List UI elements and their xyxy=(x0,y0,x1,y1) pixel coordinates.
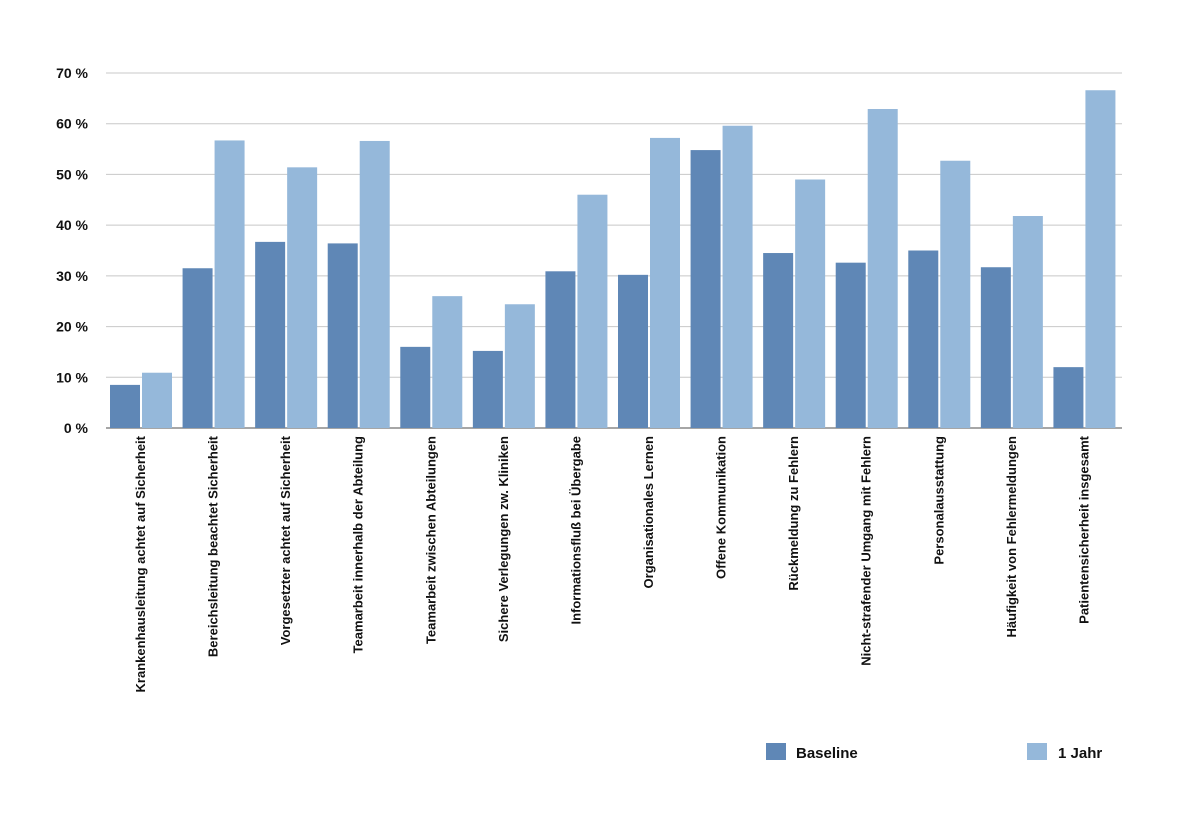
legend: Baseline 1 Jahr xyxy=(766,743,1102,762)
bar-1-jahr xyxy=(142,372,172,428)
x-tick-label: Bereichsleitung beachtet Sicherheit xyxy=(206,435,221,657)
legend-label-1-jahr: 1 Jahr xyxy=(1058,745,1102,762)
y-tick-label: 50 % xyxy=(56,166,88,182)
bar-baseline xyxy=(1053,367,1084,428)
x-tick-label: Häufigkeit von Fehlermeldungen xyxy=(1004,436,1019,638)
bar-baseline xyxy=(763,253,794,428)
x-axis-ticks: Krankenhausleitung achtet auf Sicherheit… xyxy=(133,435,1091,692)
bar-baseline xyxy=(545,271,576,428)
bar-1-jahr xyxy=(1085,90,1116,428)
x-tick-label: Sichere Verlegungen zw. Kliniken xyxy=(496,436,511,642)
x-tick-label: Teamarbeit innerhalb der Abteilung xyxy=(351,436,366,653)
bar-baseline xyxy=(690,150,721,429)
bar-baseline xyxy=(255,241,286,428)
bar-1-jahr xyxy=(577,194,608,428)
bar-1-jahr xyxy=(795,179,826,428)
x-tick-label: Offene Kommunikation xyxy=(714,436,729,579)
bar-baseline xyxy=(327,243,358,428)
bar-baseline xyxy=(110,384,140,428)
bar-baseline xyxy=(472,350,503,428)
bar-1-jahr xyxy=(940,160,971,428)
x-tick-label: Rückmeldung zu Fehlern xyxy=(786,436,801,591)
legend-swatch-baseline xyxy=(766,743,786,760)
y-tick-label: 30 % xyxy=(56,268,88,284)
bar-1-jahr xyxy=(650,137,680,428)
legend-swatch-1-jahr xyxy=(1027,743,1047,760)
y-tick-label: 40 % xyxy=(56,217,88,233)
x-tick-label: Patientensicherheit insgesamt xyxy=(1076,435,1091,624)
bar-1-jahr xyxy=(432,296,463,428)
y-tick-label: 0 % xyxy=(64,420,89,436)
bar-baseline xyxy=(908,250,939,428)
bar-baseline xyxy=(835,262,866,428)
x-tick-label: Teamarbeit zwischen Abteilungen xyxy=(423,436,438,644)
x-tick-label: Informationsfluß bei Übergabe xyxy=(568,436,583,625)
y-tick-label: 20 % xyxy=(56,319,88,335)
bar-1-jahr xyxy=(214,140,245,428)
bar-1-jahr xyxy=(722,125,753,428)
y-tick-label: 10 % xyxy=(56,369,88,385)
bar-baseline xyxy=(618,274,648,428)
x-tick-label: Krankenhausleitung achtet auf Sicherheit xyxy=(133,435,148,692)
bar-1-jahr xyxy=(1012,216,1043,428)
bar-1-jahr xyxy=(867,109,898,428)
x-tick-label: Vorgesetzter achtet auf Sicherheit xyxy=(278,435,293,645)
x-tick-label: Nicht-strafender Umgang mit Fehlern xyxy=(859,436,874,666)
bars xyxy=(110,90,1116,429)
bar-1-jahr xyxy=(504,304,535,428)
y-axis-ticks: 0 % 10 % 20 % 30 % 40 % 50 % 60 % 70 % xyxy=(56,65,88,436)
legend-label-baseline: Baseline xyxy=(796,745,858,762)
bar-baseline xyxy=(400,346,431,428)
y-tick-label: 70 % xyxy=(56,65,88,81)
bar-1-jahr xyxy=(287,167,318,429)
bar-baseline xyxy=(980,267,1011,428)
x-tick-label: Personalausstattung xyxy=(931,436,946,565)
x-tick-label: Organisationales Lernen xyxy=(641,436,656,588)
bar-1-jahr xyxy=(359,140,390,428)
bar-baseline xyxy=(182,268,213,428)
y-tick-label: 60 % xyxy=(56,116,88,132)
